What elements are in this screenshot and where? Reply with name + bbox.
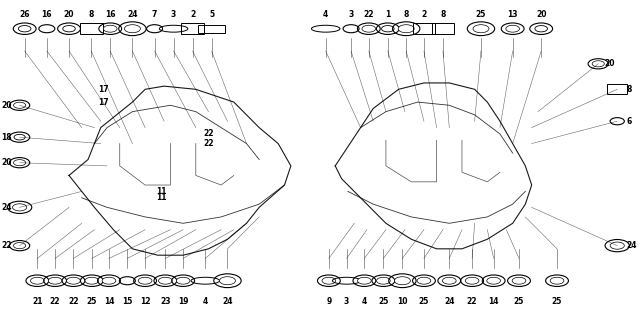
- Text: 14: 14: [488, 297, 499, 306]
- Text: 18: 18: [1, 133, 12, 142]
- Bar: [80, 23, 102, 34]
- Text: 21: 21: [32, 297, 43, 306]
- Text: 22: 22: [68, 297, 79, 306]
- Text: 8: 8: [403, 10, 409, 19]
- Text: 2: 2: [190, 10, 195, 19]
- Text: 11: 11: [156, 193, 166, 202]
- Text: 4: 4: [323, 10, 328, 19]
- Bar: [413, 23, 435, 34]
- Circle shape: [506, 25, 520, 32]
- Circle shape: [487, 277, 500, 284]
- Circle shape: [104, 25, 117, 32]
- Bar: [198, 25, 225, 33]
- Text: 24: 24: [1, 203, 12, 212]
- Text: 11: 11: [156, 187, 166, 196]
- Bar: [181, 23, 204, 34]
- Text: 15: 15: [122, 297, 132, 306]
- Circle shape: [138, 277, 152, 284]
- Text: 20: 20: [64, 10, 74, 19]
- Circle shape: [13, 204, 27, 211]
- Text: 22: 22: [467, 297, 477, 306]
- Circle shape: [362, 25, 376, 32]
- Text: 25: 25: [476, 10, 486, 19]
- Text: 25: 25: [552, 297, 562, 306]
- Text: 19: 19: [178, 297, 188, 306]
- Text: 20: 20: [536, 10, 547, 19]
- Circle shape: [465, 277, 479, 284]
- Text: 24: 24: [627, 241, 637, 250]
- Text: 14: 14: [104, 297, 114, 306]
- Bar: [607, 84, 627, 94]
- Circle shape: [376, 277, 390, 284]
- Text: 16: 16: [105, 10, 115, 19]
- Text: 4: 4: [203, 297, 208, 306]
- Text: 13: 13: [508, 10, 518, 19]
- Circle shape: [417, 277, 431, 284]
- Text: 26: 26: [19, 10, 30, 19]
- Circle shape: [394, 277, 410, 285]
- Text: 25: 25: [86, 297, 97, 306]
- Text: 22: 22: [1, 241, 12, 250]
- Text: 20: 20: [605, 59, 615, 68]
- Circle shape: [159, 277, 172, 284]
- Text: 22: 22: [204, 130, 214, 138]
- Text: 3: 3: [344, 297, 349, 306]
- Circle shape: [102, 277, 116, 284]
- Text: 5: 5: [209, 10, 214, 19]
- Text: 4: 4: [362, 297, 367, 306]
- Text: 23: 23: [160, 297, 171, 306]
- Text: 25: 25: [378, 297, 388, 306]
- Circle shape: [13, 160, 26, 166]
- Text: 8: 8: [440, 10, 445, 19]
- Text: 2: 2: [421, 10, 427, 19]
- Text: 24: 24: [222, 297, 233, 306]
- Circle shape: [398, 25, 414, 33]
- Circle shape: [220, 277, 236, 285]
- Text: 20: 20: [1, 158, 12, 167]
- Text: 1: 1: [385, 10, 390, 19]
- Circle shape: [550, 277, 564, 284]
- Circle shape: [442, 277, 456, 284]
- Circle shape: [512, 277, 526, 284]
- Text: 24: 24: [444, 297, 454, 306]
- Circle shape: [124, 25, 140, 33]
- Text: 22: 22: [50, 297, 60, 306]
- Text: 22: 22: [204, 139, 214, 148]
- Circle shape: [13, 102, 26, 108]
- Text: 3: 3: [348, 10, 354, 19]
- Text: 16: 16: [42, 10, 52, 19]
- Circle shape: [358, 277, 371, 284]
- Text: 7: 7: [152, 10, 157, 19]
- Circle shape: [473, 25, 489, 33]
- Circle shape: [31, 277, 44, 284]
- Text: 6: 6: [627, 117, 632, 126]
- Circle shape: [592, 61, 604, 67]
- Text: 17: 17: [99, 85, 109, 94]
- Text: 8: 8: [627, 85, 632, 94]
- Text: 10: 10: [397, 297, 408, 306]
- Text: 9: 9: [326, 297, 332, 306]
- Circle shape: [176, 277, 190, 284]
- Circle shape: [48, 277, 62, 284]
- Bar: [431, 23, 454, 34]
- Circle shape: [13, 242, 26, 249]
- Text: 3: 3: [171, 10, 176, 19]
- Text: 8: 8: [88, 10, 94, 19]
- Circle shape: [610, 242, 625, 249]
- Text: 12: 12: [140, 297, 150, 306]
- Circle shape: [85, 277, 99, 284]
- Text: 17: 17: [99, 98, 109, 107]
- Text: 24: 24: [127, 10, 138, 19]
- Text: 25: 25: [419, 297, 429, 306]
- Text: 20: 20: [1, 101, 12, 110]
- Text: 25: 25: [514, 297, 524, 306]
- Circle shape: [322, 277, 336, 284]
- Text: 22: 22: [364, 10, 374, 19]
- Circle shape: [67, 277, 81, 284]
